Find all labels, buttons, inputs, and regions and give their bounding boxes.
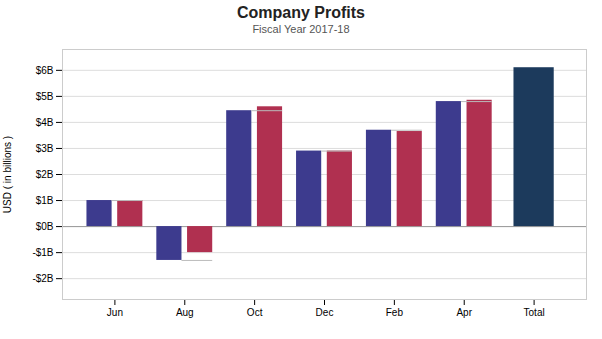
svg-text:$0B: $0B — [36, 221, 54, 232]
svg-text:-$2B: -$2B — [32, 273, 53, 284]
svg-text:-$1B: -$1B — [32, 247, 53, 258]
svg-text:$6B: $6B — [36, 65, 54, 76]
svg-text:$4B: $4B — [36, 117, 54, 128]
html-text:Company Profits: Company Profits — [237, 4, 365, 21]
svg-text:$1B: $1B — [36, 195, 54, 206]
svg-text:$3B: $3B — [36, 143, 54, 154]
svg-text:Dec: Dec — [316, 307, 334, 318]
svg-text:Total: Total — [524, 307, 545, 318]
html-text:Fiscal Year 2017-18: Fiscal Year 2017-18 — [252, 23, 350, 35]
svg-text:Feb: Feb — [386, 307, 404, 318]
svg-text:Jun: Jun — [107, 307, 123, 318]
svg-text:Apr: Apr — [456, 307, 472, 318]
svg-text:USD ( in billions ): USD ( in billions ) — [2, 136, 13, 213]
svg-text:Aug: Aug — [176, 307, 194, 318]
svg-text:$2B: $2B — [36, 169, 54, 180]
svg-text:Oct: Oct — [247, 307, 263, 318]
svg-text:$5B: $5B — [36, 91, 54, 102]
